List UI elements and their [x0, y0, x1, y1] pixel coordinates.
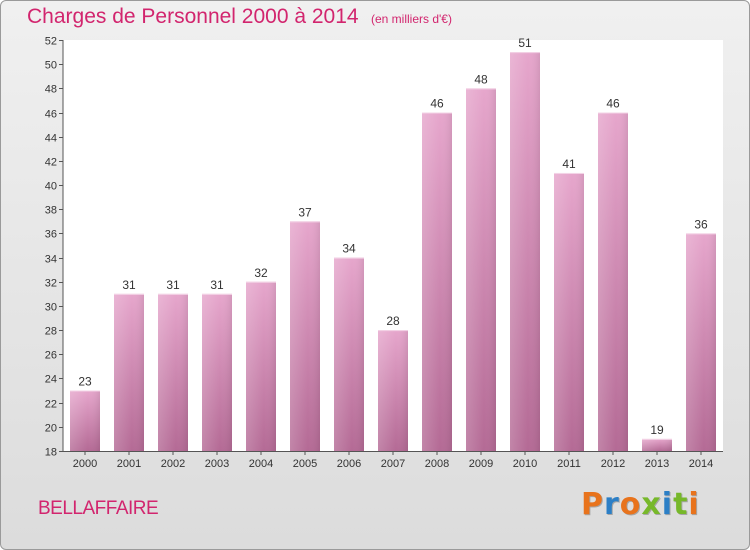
chart-subtitle: (en milliers d'€) — [371, 12, 452, 26]
data-label: 31 — [210, 278, 224, 292]
y-tick-label: 30 — [45, 302, 57, 314]
x-tick-label: 2001 — [117, 458, 141, 470]
data-label: 31 — [166, 278, 180, 292]
bar-shine — [290, 221, 320, 451]
data-label: 37 — [298, 205, 312, 219]
bar-shine — [598, 112, 628, 451]
bar-shine — [422, 112, 452, 451]
bar-shine — [70, 390, 100, 451]
logo-letter: i — [688, 487, 700, 522]
x-tick-label: 2008 — [425, 458, 449, 470]
y-tick-label: 18 — [45, 447, 57, 459]
data-label: 36 — [694, 217, 708, 231]
bar-shine — [686, 233, 716, 451]
data-label: 23 — [78, 375, 92, 389]
y-tick-label: 52 — [45, 36, 57, 48]
x-tick-label: 2007 — [381, 458, 405, 470]
x-tick-label: 2010 — [513, 458, 537, 470]
bar-shine — [466, 88, 496, 452]
y-tick-label: 48 — [45, 84, 57, 96]
logo-letter: o — [619, 487, 642, 522]
y-tick-label: 38 — [45, 205, 57, 217]
x-tick-label: 2012 — [601, 458, 625, 470]
data-label: 34 — [342, 242, 356, 256]
y-tick-label: 44 — [45, 133, 57, 145]
logo-letter: P — [581, 487, 604, 522]
bar-shine — [554, 172, 584, 451]
y-tick-label: 28 — [45, 326, 57, 338]
y-tick-label: 40 — [45, 181, 57, 193]
bar-shine — [158, 293, 188, 451]
x-tick-label: 2014 — [689, 458, 713, 470]
data-label: 28 — [386, 314, 400, 328]
city-name: BELLAFFAIRE — [38, 498, 159, 519]
data-label: 41 — [562, 157, 576, 171]
y-tick-label: 36 — [45, 229, 57, 241]
x-tick-label: 2005 — [293, 458, 317, 470]
logo-letter: t — [673, 487, 689, 522]
bar-shine — [202, 293, 232, 451]
y-tick-label: 32 — [45, 278, 57, 290]
chart-title: Charges de Personnel 2000 à 2014 — [27, 5, 359, 28]
data-label: 48 — [474, 72, 488, 86]
y-tick-label: 50 — [45, 60, 57, 72]
proxiti-logo: Proxiti — [581, 487, 700, 522]
x-tick-label: 2000 — [73, 458, 97, 470]
logo-letter: r — [604, 487, 620, 522]
y-tick-label: 34 — [45, 254, 57, 266]
x-tick-label: 2004 — [249, 458, 273, 470]
x-tick-label: 2006 — [337, 458, 361, 470]
y-tick-label: 26 — [45, 350, 57, 362]
data-label: 51 — [518, 36, 532, 50]
logo-letter: x — [641, 487, 662, 522]
x-tick-label: 2002 — [161, 458, 185, 470]
plot-area: 18 20 22 24 26 28 30 32 34 36 38 40 42 44 46 48 50 52 23 20… — [45, 36, 723, 470]
bar-shine — [334, 257, 364, 451]
y-tick-label: 24 — [45, 374, 57, 386]
data-label: 46 — [430, 97, 444, 111]
y-tick-label: 20 — [45, 423, 57, 435]
data-label: 19 — [650, 423, 664, 437]
x-tick-label: 2003 — [205, 458, 229, 470]
bar-shine — [642, 438, 672, 451]
data-label: 46 — [606, 97, 620, 111]
bar-shine — [114, 293, 144, 451]
bar-shine — [246, 281, 276, 451]
x-tick-label: 2013 — [645, 458, 669, 470]
x-tick-label: 2009 — [469, 458, 493, 470]
y-tick-label: 22 — [45, 399, 57, 411]
x-tick-label: 2011 — [557, 458, 581, 470]
data-label: 32 — [254, 266, 268, 280]
bar-shine — [510, 52, 540, 452]
y-tick-label: 42 — [45, 157, 57, 169]
logo-letter: i — [661, 487, 674, 522]
data-label: 31 — [122, 278, 136, 292]
bar-shine — [378, 330, 408, 451]
y-tick-label: 46 — [45, 109, 57, 121]
